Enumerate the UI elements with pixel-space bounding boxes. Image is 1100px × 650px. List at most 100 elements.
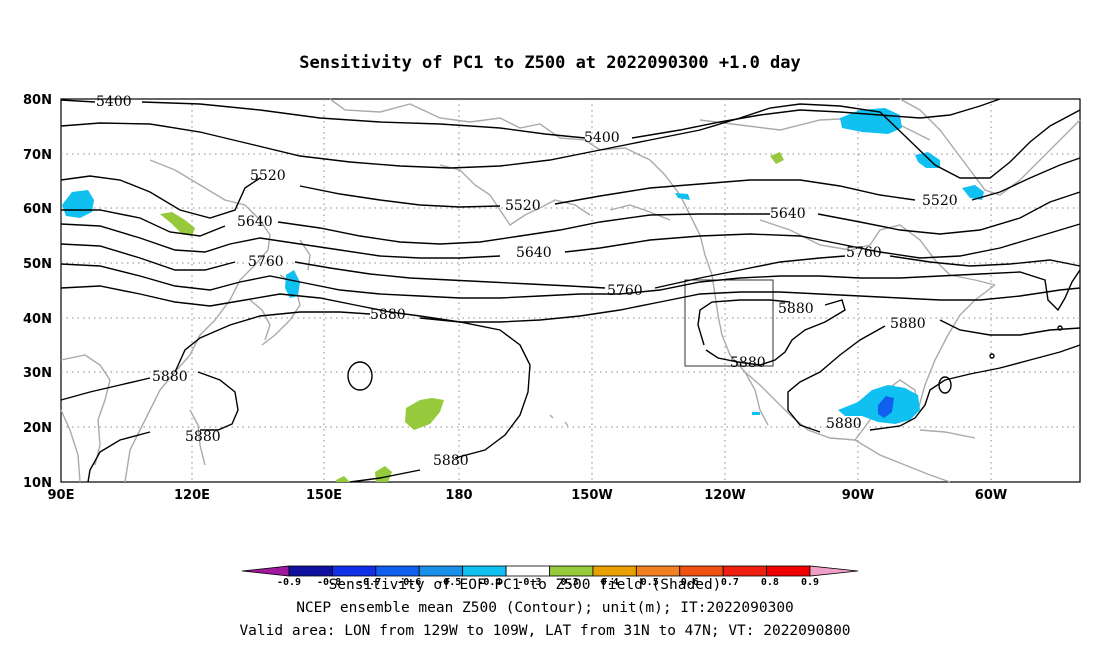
colorbar-tick-label: -0.8 xyxy=(317,577,341,588)
colorbar-swatch xyxy=(592,565,637,577)
shade-darkblue-gulf xyxy=(878,396,894,418)
longitude-labels: 90E 120E 150E 180 150W 120W 90W 60W xyxy=(48,488,1008,503)
contour-5400-lower xyxy=(60,103,1081,179)
colorbar-tick-label: 0.9 xyxy=(801,577,819,588)
sensitivity-shading xyxy=(62,108,984,482)
z500-contours xyxy=(60,98,1081,483)
colorbar-tick-label: 0.7 xyxy=(721,577,739,588)
contour-5520 xyxy=(60,157,1081,219)
lon-label-120w: 120W xyxy=(704,488,745,503)
lat-label-40n: 40N xyxy=(23,312,52,327)
shade-blue-mexico xyxy=(752,412,760,415)
colorbar-tick-label: -0.5 xyxy=(437,577,461,588)
colorbar-swatch xyxy=(462,565,507,577)
colorbar-swatch xyxy=(635,565,681,577)
contour-label-5880-a: 5880 xyxy=(370,307,406,323)
colorbar-left-arrow xyxy=(241,565,290,577)
colorbar-swatch xyxy=(332,565,377,577)
lat-label-10n: 10N xyxy=(23,476,52,491)
contour-label-5880-c: 5880 xyxy=(890,316,926,332)
shade-blue-atlantic-north xyxy=(962,185,984,200)
contour-label-5880-d: 5880 xyxy=(730,355,766,371)
contour-label-5760-a: 5760 xyxy=(248,254,284,270)
lat-label-60n: 60N xyxy=(23,202,52,217)
colorbar-swatch xyxy=(418,565,464,577)
contour-label-5880-f: 5880 xyxy=(185,429,221,445)
colorbar-tick-label: 0.6 xyxy=(681,577,699,588)
contour-label-5520-b: 5520 xyxy=(505,198,541,214)
footer-line-2: NCEP ensemble mean Z500 (Contour); unit(… xyxy=(296,600,794,616)
contour-label-5520-a: 5520 xyxy=(250,168,286,184)
figure-title: Sensitivity of PC1 to Z500 at 2022090300… xyxy=(299,53,801,73)
contour-5640-upper xyxy=(61,191,1081,245)
colorbar-tick-label: -0.7 xyxy=(357,577,381,588)
contour-label-5880-b: 5880 xyxy=(778,301,814,317)
shade-blue-west-siberia xyxy=(62,190,94,218)
shade-green-south-b xyxy=(336,476,350,482)
colorbar-swatch xyxy=(766,565,811,577)
contour-label-5400-b: 5400 xyxy=(584,130,620,146)
contour-label-5760-c: 5760 xyxy=(846,245,882,261)
colorbar-tick-label: 0.5 xyxy=(641,577,659,588)
colorbar-swatch xyxy=(549,565,594,577)
lat-label-70n: 70N xyxy=(23,148,52,163)
colorbar-tick-label: -0.4 xyxy=(477,577,501,588)
shade-green-pacific xyxy=(405,398,444,430)
contour-5760-upper xyxy=(60,243,1081,289)
contour-5400-upper xyxy=(60,98,1001,139)
colorbar-swatch xyxy=(375,565,420,577)
contour-5880-asia xyxy=(60,371,239,483)
contour-label-5640-b: 5640 xyxy=(516,245,552,261)
contour-label-5640-a: 5640 xyxy=(237,214,273,230)
contour-5880-east-pacific xyxy=(697,299,846,366)
lon-label-120e: 120E xyxy=(174,488,210,503)
lon-label-90e: 90E xyxy=(48,488,75,503)
contour-5760-third xyxy=(60,285,1081,323)
contour-tiny-b xyxy=(989,353,995,359)
contour-small-pacific xyxy=(347,361,373,391)
gridlines xyxy=(61,99,1080,482)
lat-label-80n: 80N xyxy=(23,93,52,108)
lon-label-90w: 90W xyxy=(842,488,874,503)
contour-5880-west-pacific xyxy=(174,311,531,483)
shade-blue-aleutian xyxy=(675,193,690,200)
colorbar-tick-label: -0.9 xyxy=(277,577,301,588)
contour-label-5400-a: 5400 xyxy=(96,94,132,110)
lon-label-60w: 60W xyxy=(975,488,1007,503)
lon-label-180: 180 xyxy=(445,488,472,503)
colorbar-swatch xyxy=(679,565,724,577)
colorbar-swatch xyxy=(722,565,767,577)
contour-label-5880-h: 5880 xyxy=(433,453,469,469)
contour-5760-lower xyxy=(60,263,1081,312)
colorbar-tick-label: -0.3 xyxy=(517,577,541,588)
lat-label-20n: 20N xyxy=(23,421,52,436)
valid-area-box xyxy=(684,279,774,367)
contour-label-5880-g: 5880 xyxy=(826,416,862,432)
contour-5880-atlantic xyxy=(787,319,1081,433)
contour-label-5760-b: 5760 xyxy=(607,283,643,299)
shade-green-asia xyxy=(160,212,195,236)
contour-label-group: 5400 5400 5520 5520 5520 5640 5640 5640 … xyxy=(96,94,958,469)
colorbar-tick-label: 0.4 xyxy=(601,577,619,588)
shade-blue-greenland xyxy=(840,108,902,134)
colorbar-right-arrow xyxy=(809,565,859,577)
colorbar-tick-label: 0.8 xyxy=(761,577,779,588)
contour-label-5520-c: 5520 xyxy=(922,193,958,209)
contour-tiny-a xyxy=(1057,325,1063,331)
lat-label-50n: 50N xyxy=(23,257,52,272)
latitude-labels: 80N 70N 60N 50N 40N 30N 20N 10N xyxy=(23,93,52,491)
colorbar-swatch xyxy=(505,565,550,577)
shade-blue-japan xyxy=(285,270,300,298)
colorbar-tick-label: -0.6 xyxy=(397,577,421,588)
contour-label-5880-e: 5880 xyxy=(152,369,188,385)
colorbar: -0.9 -0.8 -0.7 -0.6 -0.5 -0.4 -0.3 0.3 0.4 0.5 0.6… xyxy=(241,565,859,588)
shade-green-canada xyxy=(770,152,784,164)
contour-5640-lower xyxy=(60,223,1081,259)
colorbar-tick-label: 0.3 xyxy=(561,577,579,588)
footer-line-3: Valid area: LON from 129W to 109W, LAT f… xyxy=(239,623,850,639)
lon-label-150e: 150E xyxy=(306,488,342,503)
contour-small-atlantic xyxy=(938,376,952,394)
footer-line-1: Sensitivity of EOF PC1 to Z500 field (Sh… xyxy=(329,577,722,593)
contour-label-5640-c: 5640 xyxy=(770,206,806,222)
